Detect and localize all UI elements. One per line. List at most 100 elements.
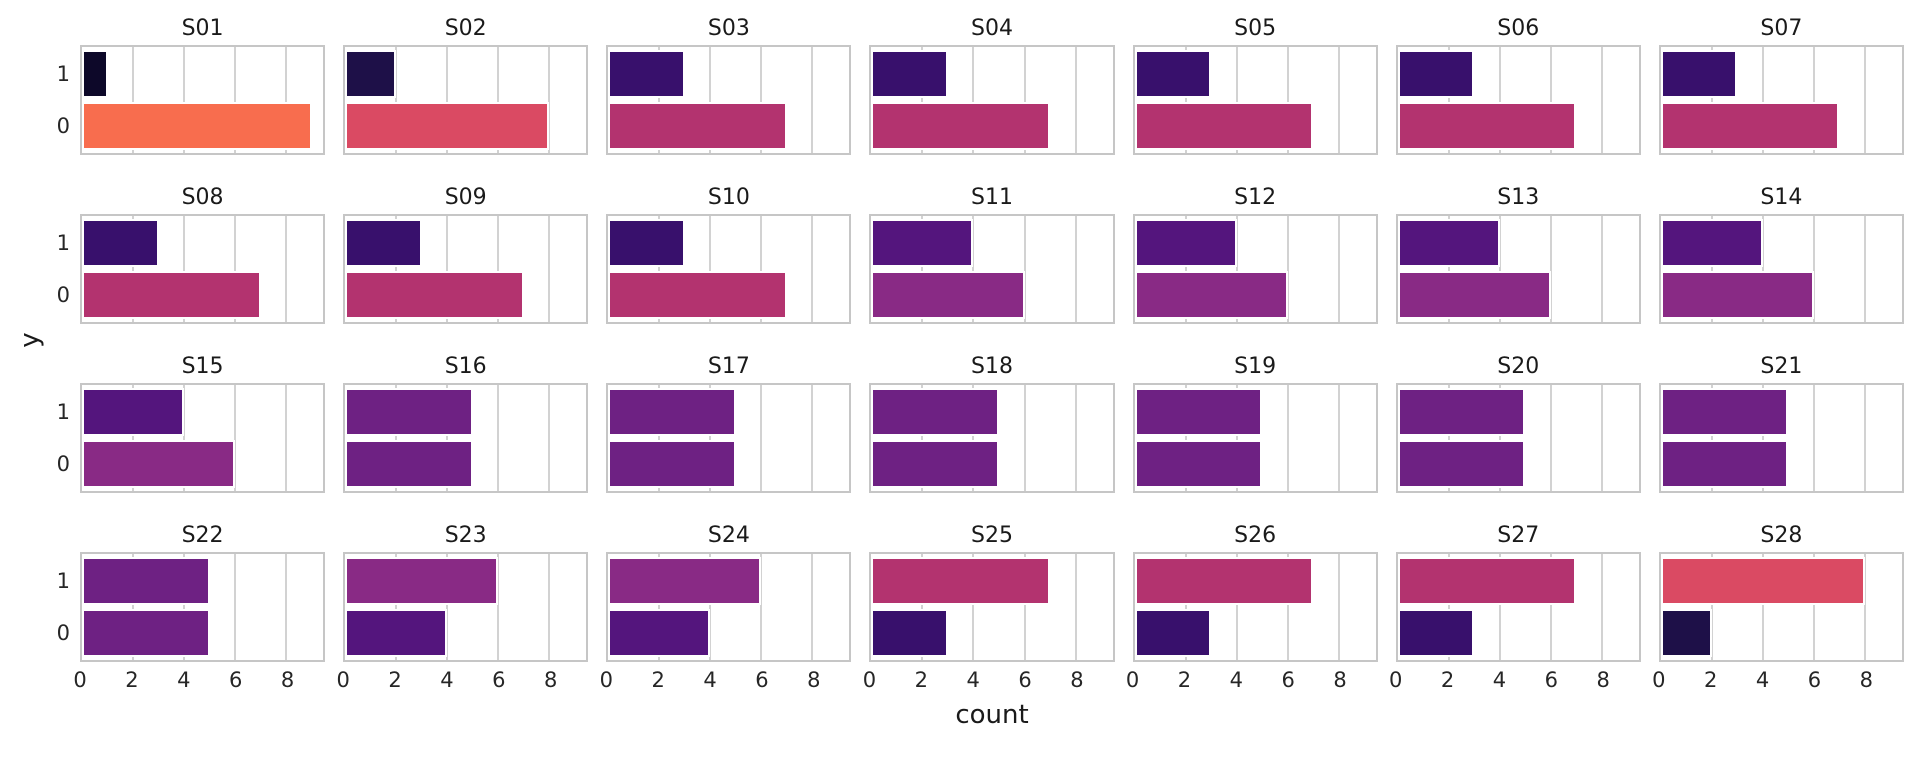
- x-tick-label: 4: [1229, 668, 1243, 692]
- bar-y1-count-3: [608, 219, 685, 267]
- gridline-x2: [1710, 216, 1713, 322]
- bar-y0-count-7: [1134, 102, 1314, 150]
- gridline-x6: [1023, 385, 1026, 491]
- y-tick-label: 1: [56, 231, 70, 255]
- x-tick-label: 4: [1492, 668, 1507, 692]
- gridline-x6: [1549, 47, 1552, 153]
- facet-S27: S27: [1395, 523, 1641, 662]
- gridline-x4: [1235, 554, 1238, 660]
- gridline-x4: [709, 554, 712, 660]
- gridline-x2: [1184, 216, 1187, 322]
- bar-y1-count-3: [1397, 50, 1475, 98]
- facet-S10: S10: [606, 185, 852, 324]
- gridline-x4: [183, 216, 186, 322]
- gridline-x8: [811, 554, 814, 660]
- gridline-x8: [1337, 216, 1340, 322]
- gridline-x2: [395, 47, 398, 153]
- x-tick-label: 4: [440, 668, 454, 692]
- y-tick-label: 0: [56, 621, 70, 645]
- bar-y1-count-5: [82, 557, 210, 605]
- facet-S23: S23: [343, 523, 589, 662]
- facet-S26: S26: [1132, 523, 1378, 662]
- facet-title: S23: [444, 523, 487, 548]
- bar-y0-count-7: [345, 271, 524, 319]
- x-tick-label: 4: [1755, 668, 1770, 692]
- x-tick-label: 2: [1704, 668, 1718, 692]
- x-tick-label: 6: [1281, 668, 1295, 692]
- bar-y1-count-4: [1134, 219, 1237, 267]
- x-tick-label: 6: [1544, 668, 1559, 692]
- gridline-x2: [1447, 216, 1450, 322]
- facet-S16: S16: [343, 354, 589, 493]
- gridline-x6: [1812, 385, 1815, 491]
- gridline-x8: [285, 554, 288, 660]
- bar-y1-count-3: [82, 219, 159, 267]
- facet-panel: [606, 383, 852, 493]
- facet-title: S15: [181, 354, 224, 379]
- gridline-x2: [1710, 554, 1713, 660]
- gridline-x2: [132, 385, 135, 491]
- gridline-x6: [497, 385, 500, 491]
- facet-S03: S03: [606, 16, 852, 155]
- facet-title: S17: [707, 354, 750, 379]
- facet-panel: [1395, 45, 1641, 155]
- facet-title: S05: [1234, 16, 1277, 41]
- gridline-x2: [921, 47, 924, 153]
- gridline-x4: [183, 385, 186, 491]
- facet-panel: [1395, 214, 1641, 324]
- bar-y0-count-6: [1660, 271, 1814, 319]
- gridline-x6: [1286, 385, 1289, 491]
- gridline-x8: [1863, 47, 1866, 153]
- x-tick-cell: 0 2 4 6 8: [1389, 668, 1641, 696]
- bar-y0-count-3: [1397, 609, 1475, 657]
- facet-title: S24: [707, 523, 750, 548]
- gridline-x2: [1447, 385, 1450, 491]
- gridline-x6: [760, 47, 763, 153]
- y-tick-label: 1: [56, 62, 70, 86]
- gridline-x4: [972, 385, 975, 491]
- y-axis-label: y: [15, 332, 45, 348]
- facet-panel: [606, 214, 852, 324]
- facet-panel: [1658, 45, 1904, 155]
- bar-y1-count-3: [1660, 50, 1738, 98]
- facet-title: S28: [1760, 523, 1803, 548]
- facet-S12: S12: [1132, 185, 1378, 324]
- gridline-x2: [658, 216, 661, 322]
- facet-S28: S28: [1658, 523, 1904, 662]
- gridline-x8: [1600, 216, 1603, 322]
- facet-title: S27: [1497, 523, 1540, 548]
- facet-title: S06: [1497, 16, 1540, 41]
- gridline-x6: [1812, 216, 1815, 322]
- gridline-x4: [183, 47, 186, 153]
- gridline-x6: [1023, 554, 1026, 660]
- bar-y1-count-4: [82, 388, 185, 436]
- gridline-x4: [972, 47, 975, 153]
- facet-S02: S02: [343, 16, 589, 155]
- bar-y0-count-5: [608, 440, 736, 488]
- x-tick-label: 8: [1596, 668, 1610, 692]
- gridline-x2: [921, 216, 924, 322]
- facet-panel: [1658, 552, 1904, 662]
- gridline-x4: [1235, 216, 1238, 322]
- gridline-x6: [760, 216, 763, 322]
- bar-y0-count-3: [1134, 609, 1212, 657]
- bar-y0-count-7: [608, 271, 787, 319]
- gridline-x2: [1184, 47, 1187, 153]
- x-tick-cell: 0 2 4 6 8: [73, 668, 325, 696]
- gridline-x6: [760, 554, 763, 660]
- gridline-x4: [709, 216, 712, 322]
- bar-y1-count-5: [1660, 388, 1789, 436]
- facet-S19: S19: [1132, 354, 1378, 493]
- gridline-x6: [497, 216, 500, 322]
- gridline-x6: [1549, 554, 1552, 660]
- x-tick-cell: 0 2 4 6 8: [1652, 668, 1904, 696]
- gridline-x8: [1074, 216, 1077, 322]
- facet-title: S02: [444, 16, 487, 41]
- gridline-x2: [1710, 47, 1713, 153]
- bar-y1-count-5: [871, 388, 999, 436]
- bar-y1-count-1: [82, 50, 108, 98]
- gridline-x4: [1235, 385, 1238, 491]
- facet-title: S09: [444, 185, 487, 210]
- facet-title: S21: [1760, 354, 1803, 379]
